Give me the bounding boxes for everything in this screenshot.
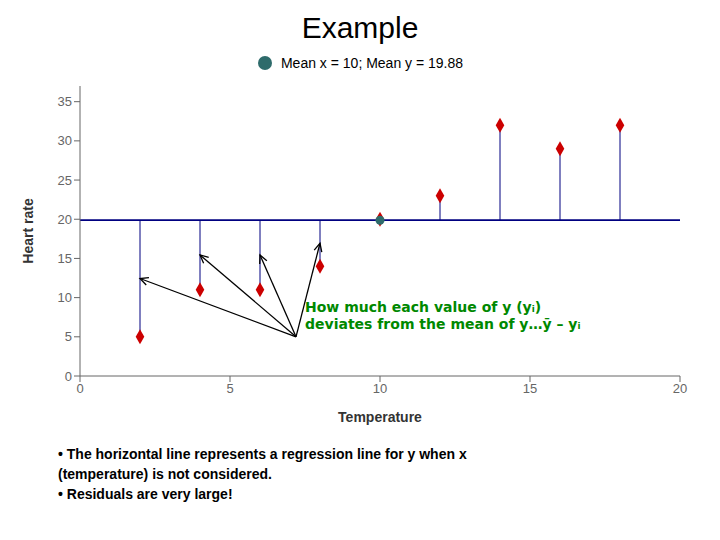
svg-text:15: 15 xyxy=(523,381,537,396)
svg-text:10: 10 xyxy=(373,381,387,396)
svg-text:30: 30 xyxy=(58,133,72,148)
svg-text:20: 20 xyxy=(673,381,687,396)
svg-text:5: 5 xyxy=(65,329,72,344)
svg-text:0: 0 xyxy=(76,381,83,396)
html-text:(temperature) is not considere: (temperature) is not considered. xyxy=(58,466,272,482)
svg-text:20: 20 xyxy=(58,212,72,227)
svg-text:0: 0 xyxy=(65,369,72,384)
html-text:Mean x = 10; Mean y = 19.88: Mean x = 10; Mean y = 19.88 xyxy=(280,55,464,71)
svg-text:Heart rate: Heart rate xyxy=(20,198,36,264)
html-text:• The horizontal line represen: • The horizontal line represents a regre… xyxy=(58,446,467,462)
svg-text:5: 5 xyxy=(226,381,233,396)
html-text:Example: Example xyxy=(301,11,419,44)
html-text:• Residuals are very large!: • Residuals are very large! xyxy=(58,486,233,502)
svg-text:How much each value of y (yᵢ)d: How much each value of y (yᵢ)deviates fr… xyxy=(305,299,581,332)
svg-text:Temperature: Temperature xyxy=(338,409,422,425)
svg-text:35: 35 xyxy=(58,94,72,109)
svg-text:25: 25 xyxy=(58,173,72,188)
svg-text:10: 10 xyxy=(58,290,72,305)
svg-text:15: 15 xyxy=(58,251,72,266)
